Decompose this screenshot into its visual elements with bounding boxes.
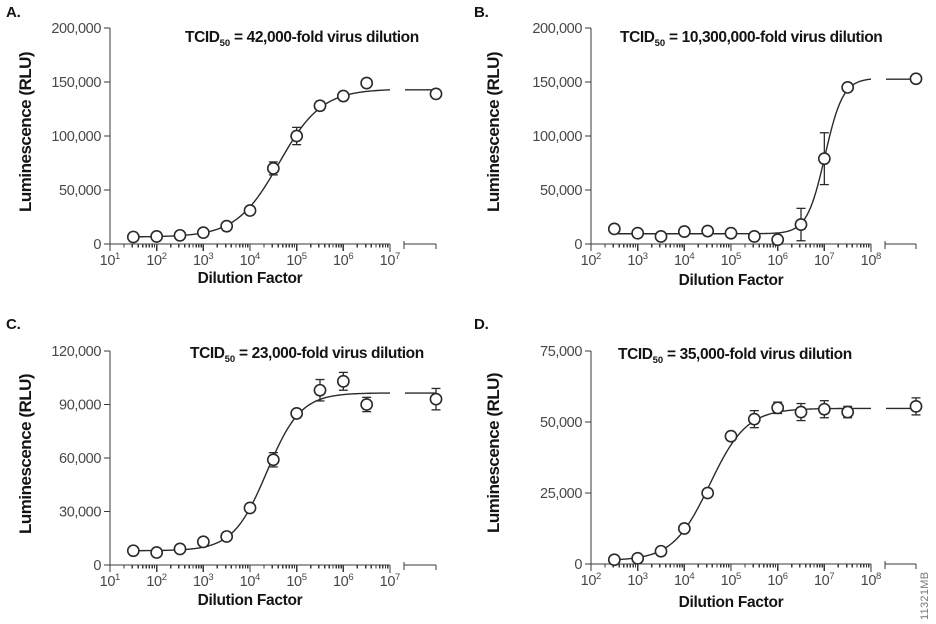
- svg-text:107: 107: [814, 251, 835, 269]
- svg-text:25,000: 25,000: [540, 486, 582, 502]
- svg-text:107: 107: [814, 571, 835, 589]
- svg-text:50,000: 50,000: [59, 183, 101, 199]
- svg-text:120,000: 120,000: [51, 344, 101, 360]
- svg-text:104: 104: [240, 251, 261, 269]
- figure-id-label: 11321MB: [919, 571, 931, 620]
- svg-text:107: 107: [380, 572, 401, 590]
- svg-text:60,000: 60,000: [59, 451, 101, 467]
- svg-text:102: 102: [146, 251, 167, 269]
- panel-a-label: A.: [6, 4, 21, 21]
- svg-text:0: 0: [93, 558, 101, 574]
- panel-a-title: TCID50 = 42,000-fold virus dilution: [185, 29, 419, 50]
- svg-text:100,000: 100,000: [51, 129, 101, 145]
- svg-text:50,000: 50,000: [540, 415, 582, 431]
- panel-a-x-axis-title: Dilution Factor: [197, 270, 303, 287]
- svg-text:100,000: 100,000: [532, 129, 582, 145]
- svg-text:106: 106: [767, 571, 788, 589]
- svg-text:103: 103: [193, 251, 214, 269]
- panel-c-x-axis-title: Dilution Factor: [197, 592, 303, 609]
- panel-a: A. TCID50 = 42,000-fold virus dilution L…: [0, 0, 468, 312]
- svg-text:104: 104: [674, 251, 695, 269]
- svg-text:107: 107: [380, 251, 401, 269]
- svg-text:102: 102: [146, 572, 167, 590]
- panel-b-title: TCID50 = 10,300,000-fold virus dilution: [620, 29, 883, 50]
- panel-c: C. TCID50 = 23,000-fold virus dilution L…: [0, 312, 468, 624]
- svg-text:0: 0: [574, 237, 582, 253]
- svg-text:106: 106: [333, 572, 354, 590]
- svg-text:108: 108: [861, 251, 882, 269]
- svg-text:103: 103: [627, 571, 648, 589]
- svg-text:101: 101: [100, 251, 121, 269]
- svg-text:104: 104: [674, 571, 695, 589]
- svg-text:150,000: 150,000: [51, 75, 101, 91]
- panel-d-plot: 0 25,000 50,000 75,000 102 103 104 105 106 107 108: [540, 344, 923, 589]
- panel-d: D. TCID50 = 35,000-fold virus dilution L…: [468, 312, 936, 624]
- svg-text:101: 101: [100, 572, 121, 590]
- svg-text:0: 0: [93, 237, 101, 253]
- svg-text:102: 102: [581, 251, 602, 269]
- svg-text:150,000: 150,000: [532, 75, 582, 91]
- panel-d-x-axis-title: Dilution Factor: [678, 594, 784, 611]
- svg-text:90,000: 90,000: [59, 398, 101, 414]
- panel-c-plot: 0 30,000 60,000 90,000 120,000 101 102 103 104 10…: [51, 344, 443, 590]
- svg-text:108: 108: [861, 571, 882, 589]
- svg-text:200,000: 200,000: [532, 21, 582, 37]
- svg-text:102: 102: [581, 571, 602, 589]
- svg-text:105: 105: [286, 251, 307, 269]
- svg-text:105: 105: [286, 572, 307, 590]
- panel-b-label: B.: [474, 4, 489, 21]
- svg-text:105: 105: [721, 571, 742, 589]
- panel-b: B. TCID50 = 10,300,000-fold virus diluti…: [468, 0, 936, 312]
- svg-text:103: 103: [193, 572, 214, 590]
- svg-text:0: 0: [574, 557, 582, 573]
- panel-b-plot: 0 50,000 100,000 150,000 200,000 102 103 104 105…: [532, 21, 923, 269]
- svg-text:200,000: 200,000: [51, 21, 101, 37]
- svg-text:75,000: 75,000: [540, 344, 582, 360]
- svg-text:106: 106: [767, 251, 788, 269]
- panel-c-title: TCID50 = 23,000-fold virus dilution: [190, 345, 424, 366]
- svg-text:106: 106: [333, 251, 354, 269]
- panel-d-label: D.: [474, 316, 489, 333]
- panel-d-title: TCID50 = 35,000-fold virus dilution: [618, 346, 852, 367]
- panel-b-x-axis-title: Dilution Factor: [678, 272, 784, 289]
- svg-text:30,000: 30,000: [59, 505, 101, 521]
- svg-text:103: 103: [627, 251, 648, 269]
- svg-text:104: 104: [240, 572, 261, 590]
- panel-a-plot: 0 50,000 100,000 150,000 200,000 101 102 103 104…: [51, 21, 443, 269]
- svg-text:105: 105: [721, 251, 742, 269]
- panel-c-label: C.: [6, 316, 21, 333]
- svg-text:50,000: 50,000: [540, 183, 582, 199]
